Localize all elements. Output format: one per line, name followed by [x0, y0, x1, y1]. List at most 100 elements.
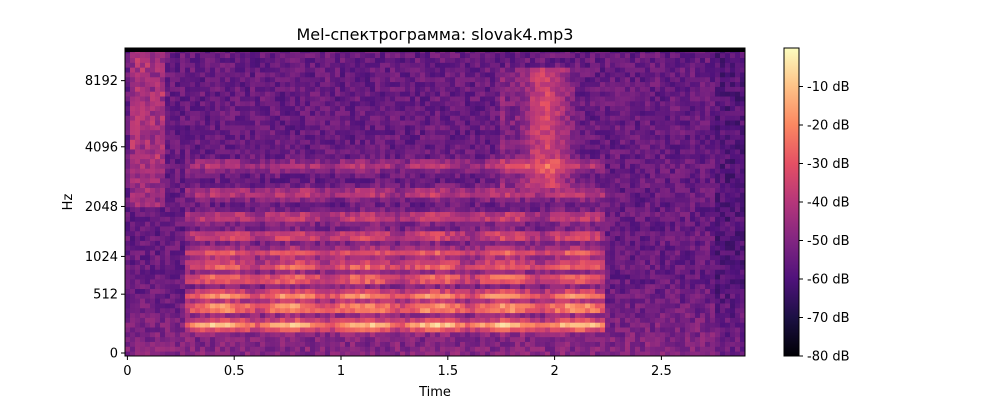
heatmap-cell	[185, 327, 191, 333]
heatmap-cell	[310, 206, 316, 213]
heatmap-cell	[185, 288, 191, 294]
heatmap-cell	[475, 139, 481, 145]
heatmap-cell	[170, 293, 176, 299]
heatmap-cell	[300, 211, 306, 217]
heatmap-cell	[245, 327, 251, 333]
heatmap-cell	[225, 254, 231, 261]
heatmap-cell	[385, 57, 391, 63]
heatmap-cell	[425, 120, 431, 126]
heatmap-cell	[505, 105, 511, 111]
heatmap-cell	[170, 230, 176, 237]
heatmap-cell	[495, 230, 501, 237]
heatmap-cell	[145, 274, 151, 280]
heatmap-cell	[290, 139, 296, 145]
heatmap-cell	[415, 91, 421, 97]
heatmap-cell	[385, 187, 391, 193]
heatmap-cell	[375, 129, 381, 136]
heatmap-cell	[455, 216, 461, 222]
heatmap-cell	[505, 327, 511, 333]
heatmap-cell	[190, 293, 196, 299]
heatmap-cell	[390, 67, 396, 73]
heatmap-cell	[500, 86, 506, 92]
heatmap-cell	[345, 149, 351, 155]
heatmap-cell	[455, 129, 461, 136]
heatmap-cell	[300, 86, 306, 92]
heatmap-cell	[435, 105, 441, 111]
heatmap-cell	[445, 52, 451, 59]
heatmap-cell	[340, 158, 346, 164]
heatmap-cell	[255, 173, 261, 179]
heatmap-cell	[400, 322, 406, 328]
heatmap-cell	[445, 235, 451, 241]
heatmap-cell	[425, 230, 431, 237]
heatmap-cell	[500, 211, 506, 217]
heatmap-cell	[185, 173, 191, 179]
heatmap-cell	[270, 125, 276, 131]
heatmap-cell	[510, 216, 516, 222]
heatmap-cell	[405, 149, 411, 155]
heatmap-cell	[300, 96, 306, 102]
heatmap-cell	[260, 221, 266, 227]
heatmap-cell	[370, 173, 376, 179]
heatmap-cell	[135, 245, 141, 251]
heatmap-cell	[275, 341, 281, 347]
heatmap-cell	[345, 216, 351, 222]
heatmap-cell	[435, 187, 441, 193]
heatmap-cell	[155, 105, 161, 111]
heatmap-cell	[445, 202, 451, 208]
heatmap-cell	[200, 202, 206, 208]
heatmap-cell	[310, 149, 316, 155]
heatmap-cell	[330, 52, 336, 59]
heatmap-cell	[470, 298, 476, 304]
heatmap-cell	[385, 327, 391, 333]
heatmap-cell	[370, 96, 376, 102]
heatmap-cell	[245, 235, 251, 241]
heatmap-cell	[330, 211, 336, 217]
heatmap-cell	[370, 279, 376, 285]
heatmap-cell	[410, 235, 416, 241]
heatmap-cell	[275, 96, 281, 102]
heatmap-cell	[345, 288, 351, 294]
heatmap-cell	[430, 206, 436, 213]
heatmap-cell	[180, 341, 186, 347]
heatmap-cell	[140, 153, 146, 160]
heatmap-cell	[510, 76, 516, 83]
heatmap-cell	[330, 62, 336, 68]
heatmap-cell	[255, 216, 261, 222]
heatmap-cell	[150, 62, 156, 68]
heatmap-cell	[405, 134, 411, 140]
heatmap-cell	[245, 149, 251, 155]
heatmap-cell	[400, 206, 406, 213]
heatmap-cell	[505, 67, 511, 73]
heatmap-cell	[410, 336, 416, 342]
heatmap-cell	[235, 346, 241, 352]
heatmap-cell	[450, 307, 456, 314]
heatmap-cell	[460, 177, 466, 184]
heatmap-cell	[140, 100, 146, 107]
heatmap-cell	[250, 163, 256, 169]
heatmap-cell	[200, 240, 206, 246]
heatmap-cell	[205, 293, 211, 299]
heatmap-cell	[440, 72, 446, 78]
heatmap-cell	[490, 110, 496, 116]
heatmap-cell	[420, 317, 426, 323]
heatmap-cell	[220, 144, 226, 150]
heatmap-cell	[400, 168, 406, 174]
heatmap-cell	[285, 163, 291, 169]
heatmap-cell	[155, 115, 161, 121]
heatmap-cell	[405, 274, 411, 280]
heatmap-cell	[380, 72, 386, 78]
heatmap-cell	[360, 206, 366, 213]
heatmap-cell	[235, 312, 241, 318]
heatmap-cell	[340, 293, 346, 299]
heatmap-cell	[490, 269, 496, 275]
heatmap-cell	[380, 105, 386, 111]
heatmap-cell	[300, 149, 306, 155]
heatmap-cell	[215, 187, 221, 193]
heatmap-cell	[220, 351, 226, 357]
heatmap-cell	[450, 100, 456, 107]
heatmap-cell	[280, 129, 286, 136]
heatmap-cell	[330, 187, 336, 193]
heatmap-cell	[360, 307, 366, 314]
heatmap-cell	[185, 96, 191, 102]
